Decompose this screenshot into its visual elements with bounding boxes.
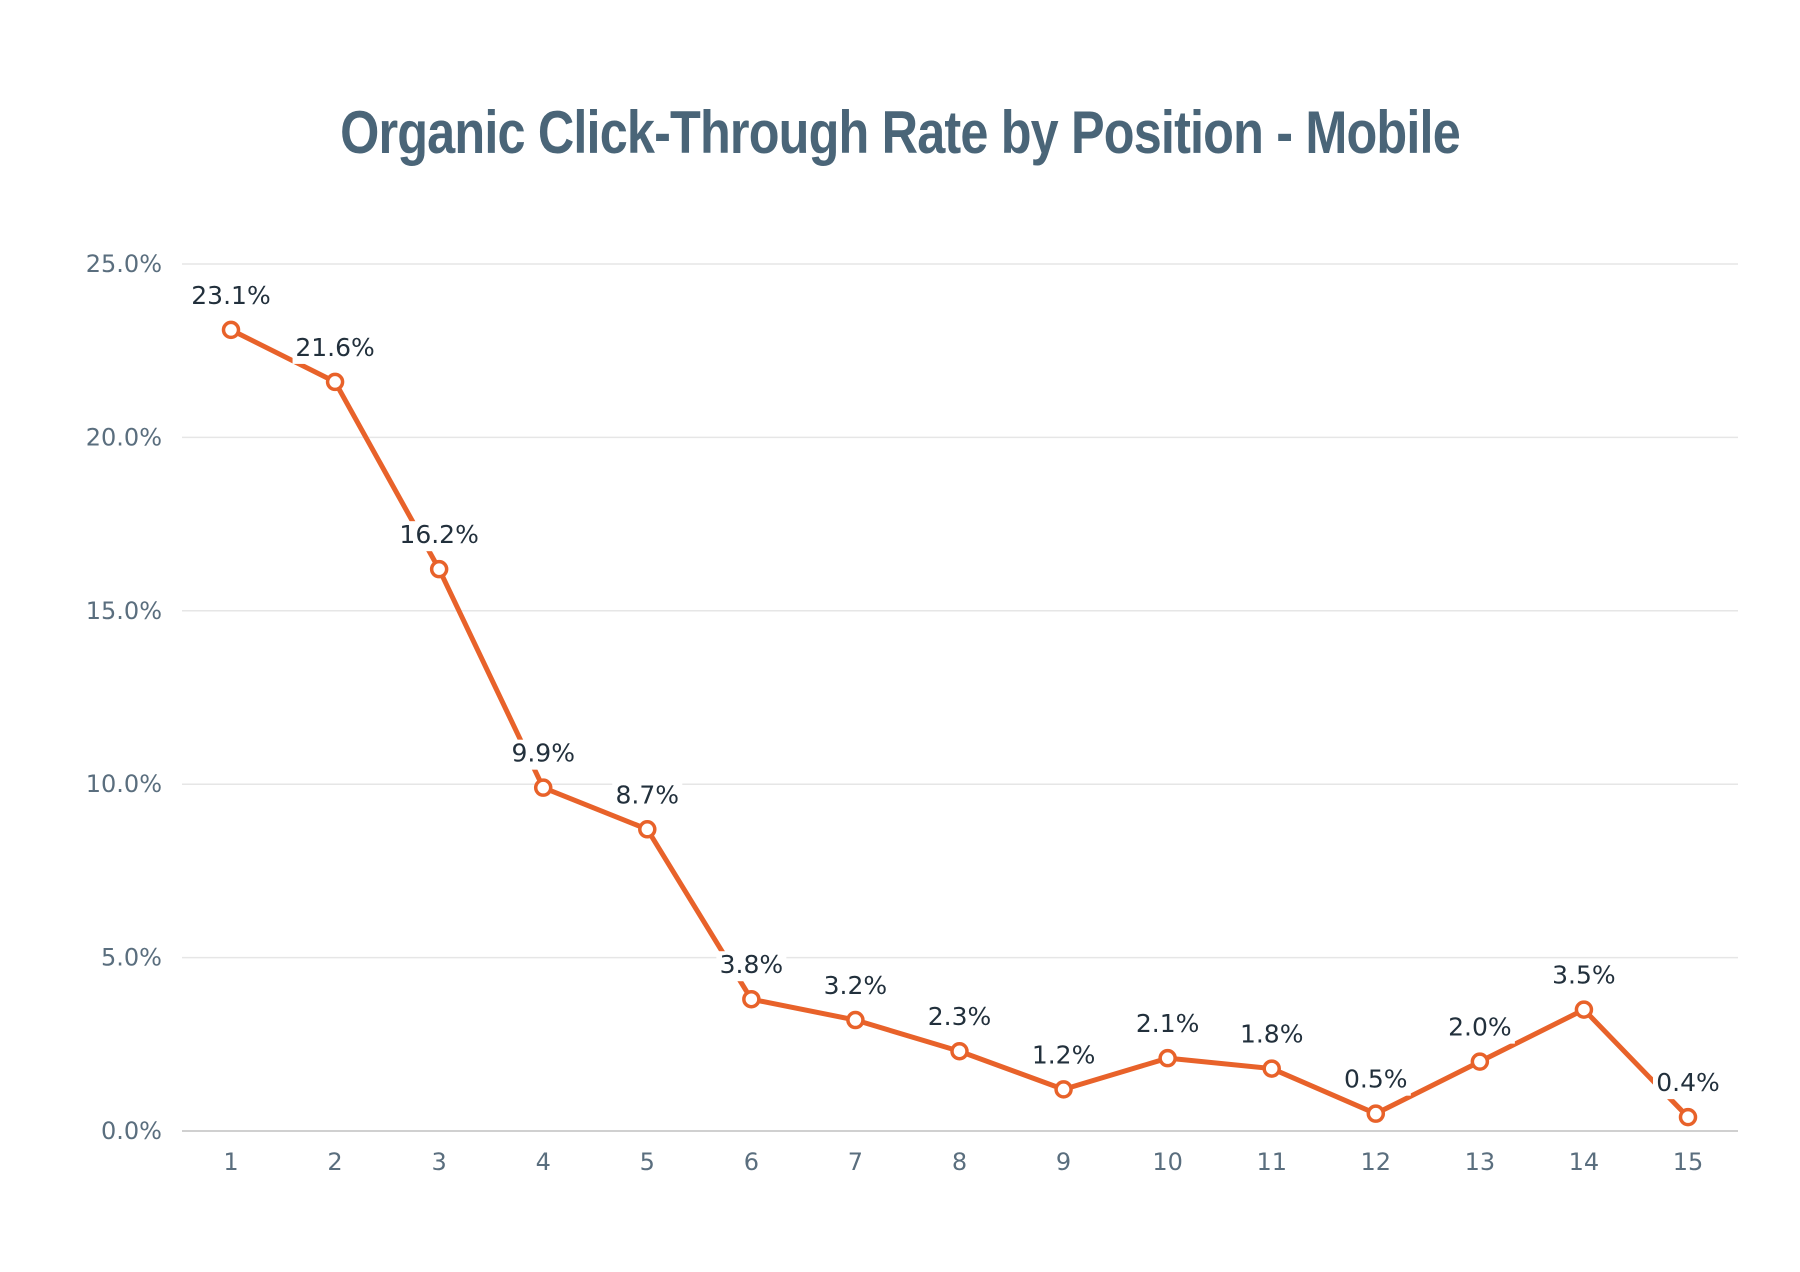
data-label-bg	[188, 281, 274, 312]
y-tick-label: 25.0%	[86, 250, 162, 278]
data-label: 3.8%	[720, 950, 784, 979]
x-tick-label: 9	[1056, 1148, 1071, 1176]
data-label-bg	[1236, 1020, 1307, 1051]
data-label: 23.1%	[191, 281, 270, 310]
series-line	[228, 327, 1691, 1120]
data-label-bg	[924, 1003, 995, 1034]
data-label: 2.1%	[1136, 1009, 1200, 1038]
data-label-bg	[1653, 1069, 1723, 1100]
data-point	[638, 820, 657, 839]
data-point	[1054, 1080, 1073, 1099]
chart-title: Organic Click-Through Rate by Position -…	[340, 99, 1461, 166]
x-tick-label: 7	[848, 1148, 863, 1176]
data-label-bg	[716, 951, 787, 982]
data-point	[221, 320, 241, 340]
data-label-bg	[1548, 961, 1619, 992]
y-tick-label: 5.0%	[101, 944, 162, 972]
data-label: 1.8%	[1240, 1020, 1304, 1049]
data-label: 21.6%	[295, 333, 374, 362]
data-point	[1574, 1000, 1594, 1019]
x-tick-label: 10	[1152, 1148, 1183, 1176]
data-label-bg	[396, 521, 482, 552]
data-label: 2.3%	[928, 1002, 992, 1031]
x-tick-label: 14	[1569, 1148, 1600, 1176]
data-label: 8.7%	[616, 780, 680, 809]
data-point	[1366, 1104, 1386, 1123]
data-label-bg	[1028, 1041, 1099, 1072]
x-tick-label: 3	[432, 1148, 447, 1176]
data-point	[533, 778, 553, 797]
data-label: 3.2%	[824, 971, 888, 1000]
data-label-bg	[292, 333, 378, 364]
data-label: 3.5%	[1552, 961, 1616, 990]
data-label-bg	[820, 972, 891, 1003]
data-point	[846, 1010, 865, 1030]
data-label: 1.2%	[1032, 1040, 1096, 1069]
x-tick-label: 11	[1256, 1148, 1287, 1176]
data-labels: 23.1% 21.6% 16.2% 9.9% 8.7% 3.8% 3.2% 2.3% 1.2% 2…	[188, 281, 1723, 1100]
x-tick-label: 1	[223, 1148, 238, 1176]
data-label: 16.2%	[399, 520, 478, 549]
data-label-bg	[1340, 1065, 1411, 1096]
data-label-bg	[1444, 1013, 1515, 1044]
data-label: 0.4%	[1656, 1068, 1720, 1097]
x-tick-label: 13	[1465, 1148, 1496, 1176]
data-point	[325, 372, 345, 392]
data-label-bg	[508, 739, 579, 770]
y-axis-ticks: 0.0% 5.0% 10.0% 15.0% 20.0% 25.0%	[86, 250, 162, 1145]
data-point	[429, 559, 449, 579]
x-tick-label: 8	[952, 1148, 967, 1176]
data-point	[950, 1041, 969, 1061]
x-axis-ticks: 1 2 3 4 5 6 7 8 9 10 11 12 13 14 15	[223, 1148, 1703, 1176]
data-label-bg	[612, 781, 683, 812]
data-point	[1262, 1059, 1281, 1078]
x-tick-label: 5	[640, 1148, 655, 1176]
x-tick-label: 2	[327, 1148, 342, 1176]
x-tick-label: 4	[536, 1148, 551, 1176]
data-label: 0.5%	[1344, 1065, 1408, 1094]
data-point	[1158, 1048, 1177, 1068]
series-ctr	[221, 320, 1698, 1127]
y-tick-label: 0.0%	[101, 1117, 162, 1145]
y-tick-label: 10.0%	[86, 770, 162, 798]
data-point	[742, 989, 761, 1009]
y-tick-label: 15.0%	[86, 597, 162, 625]
grid-lines	[182, 263, 1738, 1132]
x-tick-label: 15	[1673, 1148, 1704, 1176]
data-label: 2.0%	[1448, 1013, 1512, 1042]
x-tick-label: 12	[1361, 1148, 1392, 1176]
x-tick-label: 6	[744, 1148, 759, 1176]
data-label: 9.9%	[511, 739, 575, 768]
data-point	[1678, 1107, 1698, 1127]
data-point	[1470, 1052, 1490, 1071]
y-tick-label: 20.0%	[86, 423, 162, 451]
data-label-bg	[1132, 1010, 1203, 1041]
